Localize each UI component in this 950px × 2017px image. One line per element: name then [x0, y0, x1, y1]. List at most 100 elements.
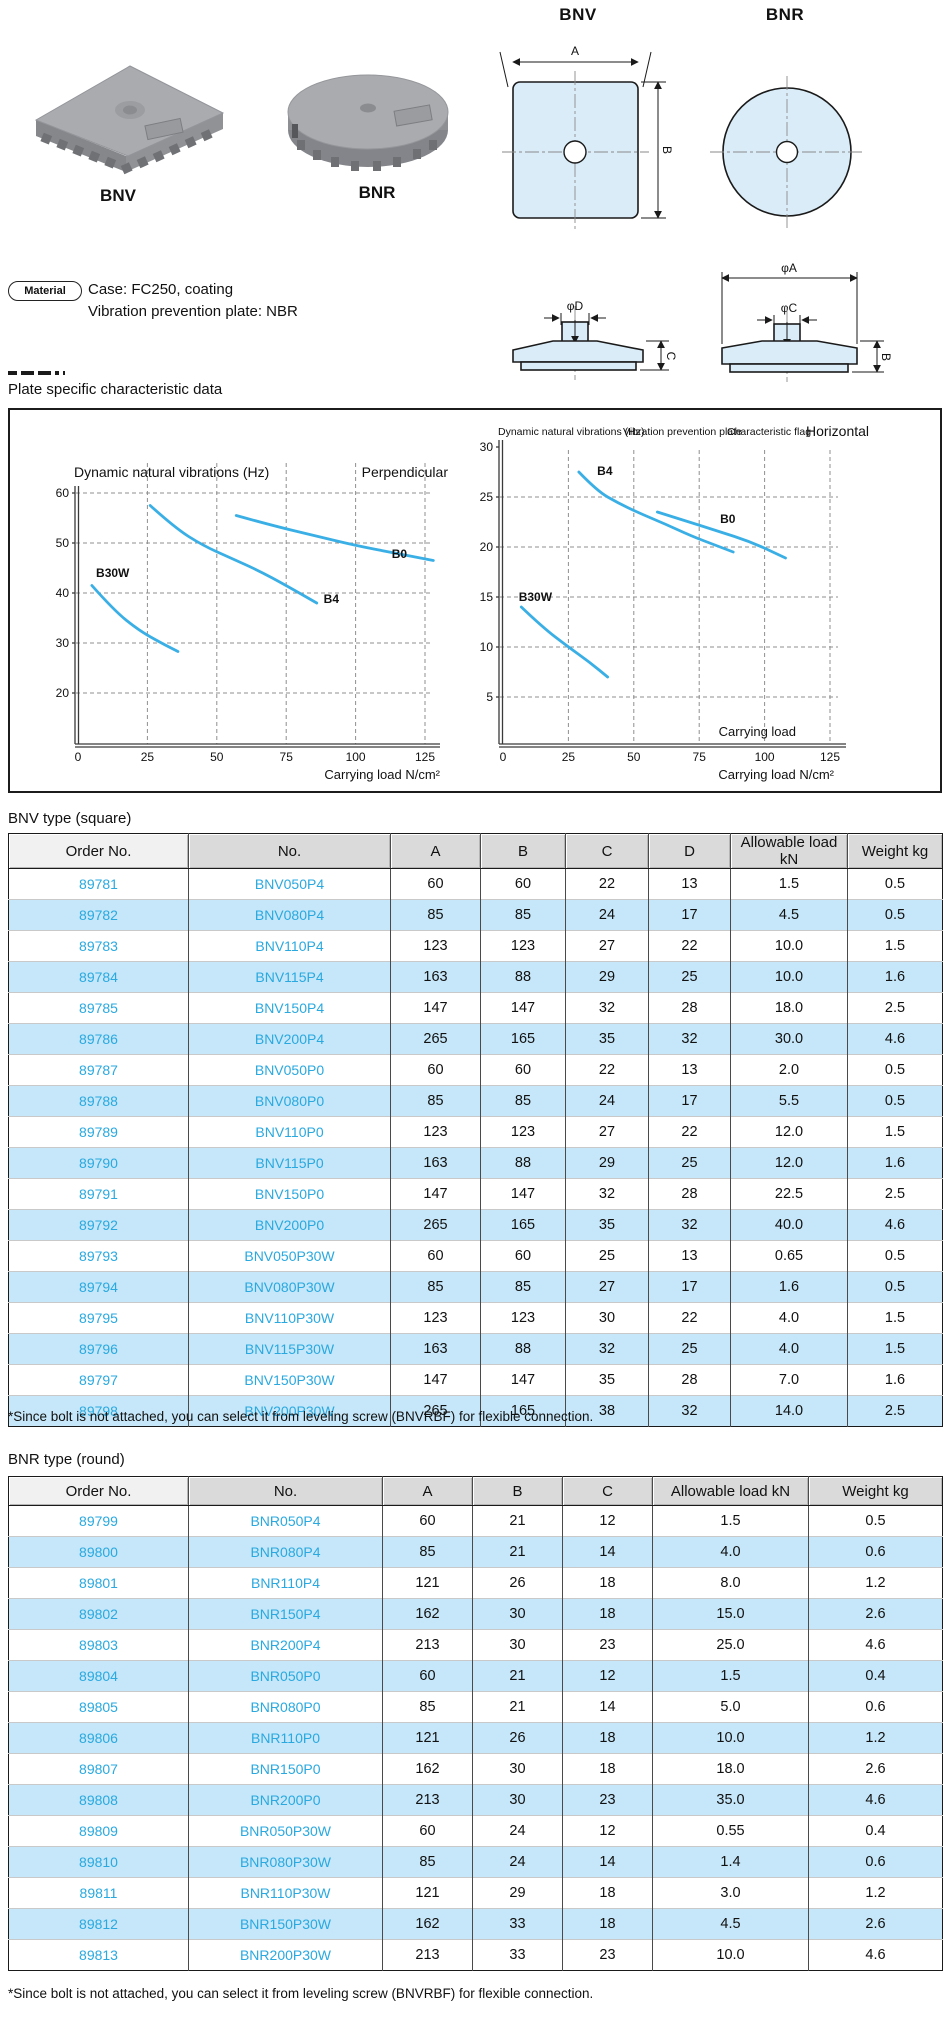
order-no-cell[interactable]: 89802 — [8, 1598, 189, 1630]
order-no-cell[interactable]: 89784 — [8, 961, 189, 993]
value-cell: 147 — [390, 992, 481, 1024]
value-cell: 33 — [472, 1908, 563, 1940]
part-no-cell[interactable]: BNR050P4 — [188, 1505, 383, 1537]
part-no-cell[interactable]: BNV200P30W — [188, 1395, 391, 1427]
value-cell: 0.5 — [847, 868, 943, 900]
part-no-cell[interactable]: BNV050P30W — [188, 1240, 391, 1272]
part-no-cell[interactable]: BNV150P30W — [188, 1364, 391, 1396]
svg-text:Dynamic natural vibrations (Hz: Dynamic natural vibrations (Hz) — [74, 464, 269, 480]
value-cell: 14.0 — [730, 1395, 848, 1427]
order-no-cell[interactable]: 89788 — [8, 1085, 189, 1117]
order-no-cell[interactable]: 89789 — [8, 1116, 189, 1148]
value-cell: 165 — [480, 1395, 566, 1427]
part-no-cell[interactable]: BNV150P0 — [188, 1178, 391, 1210]
value-cell: 21 — [472, 1505, 563, 1537]
part-no-cell[interactable]: BNR200P4 — [188, 1629, 383, 1661]
order-no-cell[interactable]: 89791 — [8, 1178, 189, 1210]
part-no-cell[interactable]: BNR050P30W — [188, 1815, 383, 1847]
value-cell: 4.6 — [808, 1939, 943, 1971]
value-cell: 213 — [382, 1784, 473, 1816]
table-row: 89792 BNV200P0 265 165 35 32 40.0 4.6 — [8, 1209, 943, 1241]
svg-text:Perpendicular: Perpendicular — [362, 464, 449, 480]
value-cell: 21 — [472, 1536, 563, 1568]
order-no-cell[interactable]: 89805 — [8, 1691, 189, 1723]
svg-text:50: 50 — [627, 750, 641, 764]
order-no-cell[interactable]: 89812 — [8, 1908, 189, 1940]
order-no-cell[interactable]: 89790 — [8, 1147, 189, 1179]
part-no-cell[interactable]: BNV110P4 — [188, 930, 391, 962]
part-no-cell[interactable]: BNR200P30W — [188, 1939, 383, 1971]
table-row: 89803 BNR200P4 213 30 23 25.0 4.6 — [8, 1629, 943, 1661]
series-label-B4: B4 — [597, 464, 613, 478]
order-no-cell[interactable]: 89785 — [8, 992, 189, 1024]
part-no-cell[interactable]: BNR080P0 — [188, 1691, 383, 1723]
order-no-cell[interactable]: 89808 — [8, 1784, 189, 1816]
bnr-front-view — [710, 76, 864, 228]
part-no-cell[interactable]: BNR150P30W — [188, 1908, 383, 1940]
value-cell: 0.5 — [847, 1271, 943, 1303]
part-no-cell[interactable]: BNV110P30W — [188, 1302, 391, 1334]
order-no-cell[interactable]: 89810 — [8, 1846, 189, 1878]
order-no-cell[interactable]: 89797 — [8, 1364, 189, 1396]
value-cell: 0.5 — [847, 1240, 943, 1272]
part-no-cell[interactable]: BNV115P0 — [188, 1147, 391, 1179]
order-no-cell[interactable]: 89801 — [8, 1567, 189, 1599]
order-no-cell[interactable]: 89811 — [8, 1877, 189, 1909]
part-no-cell[interactable]: BNV115P30W — [188, 1333, 391, 1365]
part-no-cell[interactable]: BNR050P0 — [188, 1660, 383, 1692]
table-row: 89809 BNR050P30W 60 24 12 0.55 0.4 — [8, 1815, 943, 1847]
value-cell: 85 — [382, 1846, 473, 1878]
part-no-cell[interactable]: BNR110P0 — [188, 1722, 383, 1754]
order-no-cell[interactable]: 89787 — [8, 1054, 189, 1086]
column-header: C — [565, 833, 649, 869]
part-no-cell[interactable]: BNV150P4 — [188, 992, 391, 1024]
part-no-cell[interactable]: BNR080P4 — [188, 1536, 383, 1568]
value-cell: 85 — [480, 899, 566, 931]
part-no-cell[interactable]: BNV050P0 — [188, 1054, 391, 1086]
column-header: No. — [188, 833, 391, 869]
part-no-cell[interactable]: BNR110P4 — [188, 1567, 383, 1599]
value-cell: 12.0 — [730, 1147, 848, 1179]
order-no-cell[interactable]: 89798 — [8, 1395, 189, 1427]
value-cell: 4.5 — [652, 1908, 809, 1940]
part-no-cell[interactable]: BNV050P4 — [188, 868, 391, 900]
order-no-cell[interactable]: 89794 — [8, 1271, 189, 1303]
value-cell: 1.5 — [847, 1302, 943, 1334]
part-no-cell[interactable]: BNR200P0 — [188, 1784, 383, 1816]
order-no-cell[interactable]: 89804 — [8, 1660, 189, 1692]
part-no-cell[interactable]: BNV200P0 — [188, 1209, 391, 1241]
value-cell: 60 — [480, 868, 566, 900]
part-no-cell[interactable]: BNR080P30W — [188, 1846, 383, 1878]
clipped-text-fragment — [8, 371, 78, 378]
part-no-cell[interactable]: BNV200P4 — [188, 1023, 391, 1055]
order-no-cell[interactable]: 89793 — [8, 1240, 189, 1272]
value-cell: 40.0 — [730, 1209, 848, 1241]
order-no-cell[interactable]: 89800 — [8, 1536, 189, 1568]
order-no-cell[interactable]: 89803 — [8, 1629, 189, 1661]
value-cell: 1.5 — [652, 1660, 809, 1692]
order-no-cell[interactable]: 89806 — [8, 1722, 189, 1754]
value-cell: 13 — [648, 1240, 731, 1272]
part-no-cell[interactable]: BNR110P30W — [188, 1877, 383, 1909]
order-no-cell[interactable]: 89782 — [8, 899, 189, 931]
order-no-cell[interactable]: 89792 — [8, 1209, 189, 1241]
value-cell: 147 — [480, 1178, 566, 1210]
order-no-cell[interactable]: 89781 — [8, 868, 189, 900]
order-no-cell[interactable]: 89796 — [8, 1333, 189, 1365]
order-no-cell[interactable]: 89807 — [8, 1753, 189, 1785]
order-no-cell[interactable]: 89795 — [8, 1302, 189, 1334]
order-no-cell[interactable]: 89799 — [8, 1505, 189, 1537]
order-no-cell[interactable]: 89783 — [8, 930, 189, 962]
part-no-cell[interactable]: BNV080P0 — [188, 1085, 391, 1117]
order-no-cell[interactable]: 89809 — [8, 1815, 189, 1847]
part-no-cell[interactable]: BNV080P4 — [188, 899, 391, 931]
part-no-cell[interactable]: BNV115P4 — [188, 961, 391, 993]
value-cell: 30.0 — [730, 1023, 848, 1055]
order-no-cell[interactable]: 89813 — [8, 1939, 189, 1971]
value-cell: 23 — [562, 1629, 653, 1661]
part-no-cell[interactable]: BNV110P0 — [188, 1116, 391, 1148]
part-no-cell[interactable]: BNR150P4 — [188, 1598, 383, 1630]
part-no-cell[interactable]: BNV080P30W — [188, 1271, 391, 1303]
part-no-cell[interactable]: BNR150P0 — [188, 1753, 383, 1785]
order-no-cell[interactable]: 89786 — [8, 1023, 189, 1055]
